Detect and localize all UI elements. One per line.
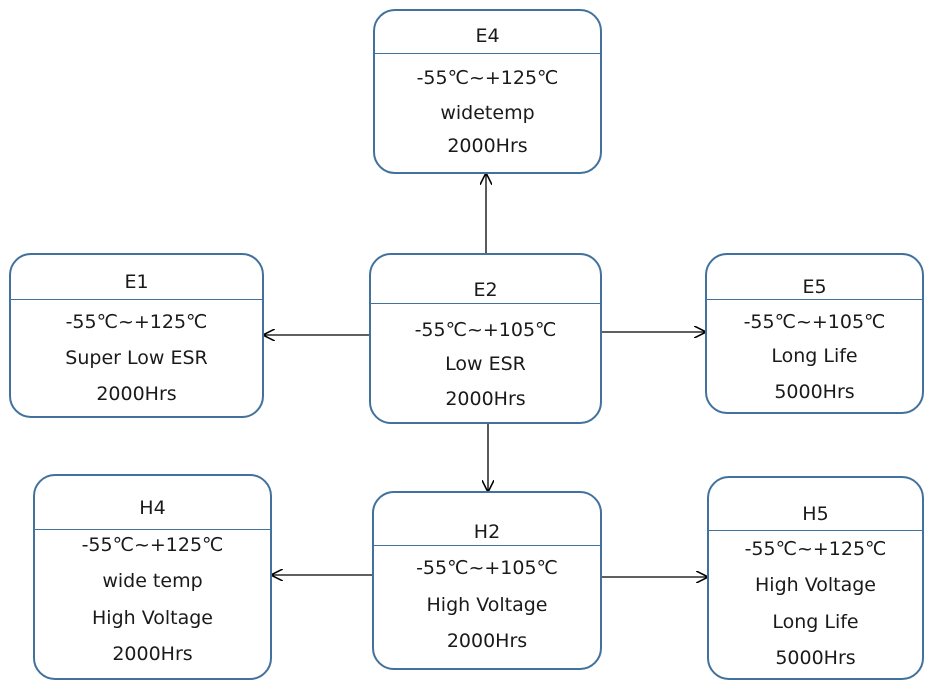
node-e5-temp-range: -55℃~+105℃ <box>743 311 886 333</box>
node-e1-temp-range: -55℃~+125℃ <box>65 311 208 333</box>
node-e4-lifetime: 2000Hrs <box>447 135 528 157</box>
node-e2-temp-range: -55℃~+105℃ <box>414 319 557 341</box>
node-h4-title: H4 <box>35 476 270 530</box>
node-h4-lifetime: 2000Hrs <box>112 643 193 665</box>
node-h5-lifetime: 5000Hrs <box>775 647 856 669</box>
node-e4: E4 -55℃~+125℃ widetemp 2000Hrs <box>373 9 602 174</box>
node-h5-voltage: High Voltage <box>755 574 876 596</box>
node-h4-feature: wide temp <box>102 570 203 592</box>
node-e2-lifetime: 2000Hrs <box>445 388 526 410</box>
node-h5-feature: Long Life <box>772 611 859 633</box>
node-h5-temp-range: -55℃~+125℃ <box>744 538 887 560</box>
node-h4-temp-range: -55℃~+125℃ <box>81 534 224 556</box>
node-e5-feature: Long Life <box>771 345 858 367</box>
node-e5: E5 -55℃~+105℃ Long Life 5000Hrs <box>705 253 924 414</box>
node-h2-feature: High Voltage <box>426 594 548 616</box>
node-e1-lifetime: 2000Hrs <box>96 383 177 405</box>
node-e4-feature: widetemp <box>440 102 535 124</box>
node-h5: H5 -55℃~+125℃ High Voltage Long Life 500… <box>707 476 924 680</box>
node-h2-temp-range: -55℃~+105℃ <box>416 557 558 579</box>
node-h2-lifetime: 2000Hrs <box>446 630 528 652</box>
node-e4-title: E4 <box>375 11 600 54</box>
node-e2-title: E2 <box>371 255 600 304</box>
node-e1: E1 -55℃~+125℃ Super Low ESR 2000Hrs <box>9 253 264 418</box>
node-h2-title: H2 <box>374 493 600 546</box>
node-e4-temp-range: -55℃~+125℃ <box>416 67 559 89</box>
node-e1-feature: Super Low ESR <box>65 347 208 369</box>
node-e5-title: E5 <box>707 255 922 300</box>
node-h4-voltage: High Voltage <box>92 607 213 629</box>
node-e1-title: E1 <box>11 255 262 300</box>
node-h4: H4 -55℃~+125℃ wide temp High Voltage 200… <box>33 474 272 680</box>
node-e2: E2 -55℃~+105℃ Low ESR 2000Hrs <box>369 253 602 424</box>
node-e2-feature: Low ESR <box>445 353 526 375</box>
node-h2: H2 -55℃~+105℃ High Voltage 2000Hrs <box>372 491 602 670</box>
node-h5-title: H5 <box>709 478 922 531</box>
node-e5-lifetime: 5000Hrs <box>774 381 855 403</box>
